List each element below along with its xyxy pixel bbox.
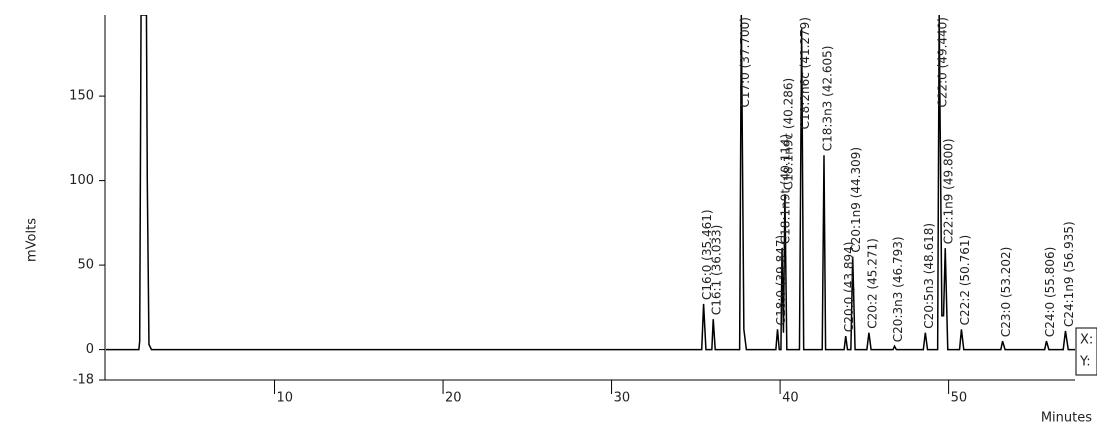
peak-label: C20:5n3 (48.618) xyxy=(922,223,936,329)
peak-label: C20:1n9 (44.309) xyxy=(849,147,863,253)
peak-label: C18:0 (39.847) xyxy=(774,235,788,326)
peak-label: C18:1n9c (40.286) xyxy=(781,78,795,190)
x-tick-label: 10 xyxy=(277,391,294,406)
peak-label: C20:3n3 (46.793) xyxy=(891,236,905,342)
chart: mVolts Minutes X: Y: -18 0 50 100 150 10 20 30 4… xyxy=(0,0,1097,428)
y-tick-label: 150 xyxy=(69,89,94,104)
y-axis-label: mVolts xyxy=(25,218,40,262)
peak-label: C22:0 (49.440) xyxy=(936,17,950,108)
x-tick-label: 30 xyxy=(614,391,631,406)
x-axis-label: Minutes xyxy=(1041,411,1092,426)
peak-label: C24:0 (55.806) xyxy=(1043,247,1057,338)
readout-x: X: xyxy=(1080,333,1093,348)
readout-y: Y: xyxy=(1079,355,1091,370)
y-tick-label: 100 xyxy=(69,173,94,188)
x-tick-label: 40 xyxy=(782,391,799,406)
peak-label: C22:2 (50.761) xyxy=(958,235,972,326)
y-tick-label: -18 xyxy=(73,373,94,388)
y-tick-label: 50 xyxy=(77,258,94,273)
peak-label: C18:2n6c (41.279) xyxy=(798,17,812,129)
peak-label: C22:1n9 (49.800) xyxy=(942,138,956,244)
peak-label: C23:0 (53.202) xyxy=(999,247,1013,338)
peak-label: C18:3n3 (42.605) xyxy=(820,46,834,152)
x-tick-label: 20 xyxy=(445,391,462,406)
peak-label: C17:0 (37.700) xyxy=(738,17,752,108)
x-tick-label: 50 xyxy=(951,391,968,406)
peak-label: C24:1n9 (56.935) xyxy=(1062,221,1076,327)
peak-label: C20:0 (43.894) xyxy=(842,242,856,333)
y-tick-label: 0 xyxy=(86,342,94,357)
peak-label: C16:1 (36.033) xyxy=(710,225,724,316)
peak-label: C20:2 (45.271) xyxy=(865,238,879,329)
